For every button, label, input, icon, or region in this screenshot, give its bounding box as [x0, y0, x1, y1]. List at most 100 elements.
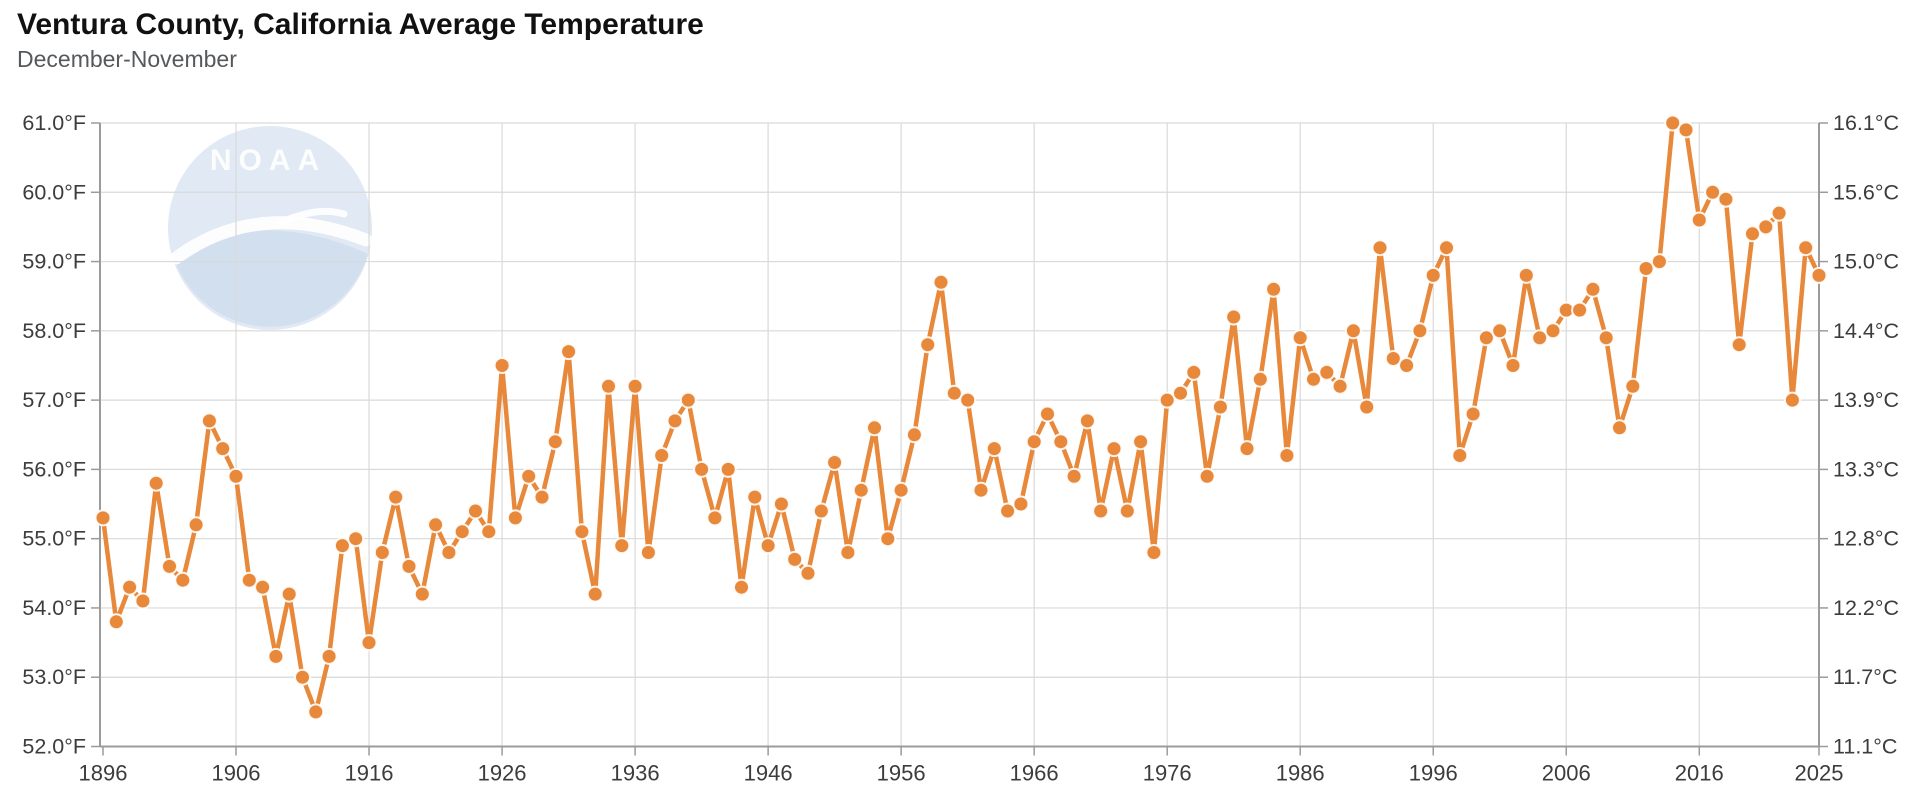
data-point-1997[interactable] [1438, 239, 1455, 257]
data-point-1954[interactable] [866, 419, 883, 437]
data-point-1969[interactable] [1065, 467, 1083, 485]
data-point-1900[interactable] [147, 474, 165, 492]
data-point-1964[interactable] [999, 502, 1017, 520]
data-point-1904[interactable] [200, 412, 218, 430]
data-point-1931[interactable] [560, 343, 578, 361]
data-point-1972[interactable] [1105, 440, 1123, 458]
data-point-1925[interactable] [480, 523, 498, 541]
data-point-1928[interactable] [520, 467, 538, 485]
data-point-1903[interactable] [187, 516, 205, 534]
data-point-1979[interactable] [1198, 467, 1216, 485]
data-point-1965[interactable] [1012, 495, 1030, 513]
data-point-1901[interactable] [161, 557, 178, 575]
data-point-2022[interactable] [1770, 204, 1788, 222]
data-point-1949[interactable] [799, 564, 817, 582]
data-point-1910[interactable] [280, 585, 298, 603]
data-point-1907[interactable] [240, 571, 258, 589]
data-point-1937[interactable] [639, 544, 657, 561]
data-point-1908[interactable] [254, 578, 272, 596]
data-point-1966[interactable] [1025, 433, 1043, 451]
data-point-1960[interactable] [945, 384, 963, 402]
data-point-1989[interactable] [1331, 377, 1349, 395]
data-point-1992[interactable] [1371, 239, 1389, 257]
data-point-2014[interactable] [1664, 114, 1682, 132]
data-point-1955[interactable] [879, 530, 897, 548]
data-point-1994[interactable] [1398, 357, 1416, 374]
data-point-1973[interactable] [1118, 502, 1136, 520]
data-point-2023[interactable] [1783, 391, 1801, 409]
data-point-1897[interactable] [107, 613, 125, 631]
data-point-1920[interactable] [413, 585, 431, 603]
data-point-1957[interactable] [905, 426, 923, 444]
data-point-1945[interactable] [746, 488, 764, 506]
data-point-1953[interactable] [852, 481, 870, 499]
data-point-1905[interactable] [214, 440, 232, 458]
data-point-1950[interactable] [812, 502, 830, 520]
data-point-2013[interactable] [1650, 253, 1668, 271]
data-point-1940[interactable] [679, 391, 697, 409]
data-point-1977[interactable] [1172, 384, 1189, 402]
data-point-1913[interactable] [320, 647, 338, 665]
data-point-1934[interactable] [600, 377, 617, 395]
data-point-1911[interactable] [294, 668, 311, 686]
data-point-1986[interactable] [1291, 329, 1309, 347]
data-point-2002[interactable] [1504, 357, 1522, 374]
data-point-1956[interactable] [892, 481, 910, 499]
data-point-1929[interactable] [533, 488, 551, 506]
data-point-1946[interactable] [759, 537, 777, 555]
data-point-1962[interactable] [972, 481, 990, 499]
data-point-2008[interactable] [1584, 280, 1602, 298]
data-point-2024[interactable] [1797, 239, 1815, 257]
data-point-1952[interactable] [839, 544, 857, 561]
data-point-1914[interactable] [333, 537, 351, 555]
data-point-2012[interactable] [1637, 260, 1655, 277]
data-point-2015[interactable] [1677, 121, 1695, 139]
data-point-1998[interactable] [1451, 447, 1469, 464]
data-point-1980[interactable] [1211, 398, 1229, 416]
data-point-1990[interactable] [1344, 322, 1362, 340]
data-point-1985[interactable] [1278, 447, 1296, 464]
data-point-2019[interactable] [1730, 336, 1748, 354]
data-point-2011[interactable] [1624, 377, 1642, 395]
data-point-1922[interactable] [440, 544, 458, 561]
data-point-1982[interactable] [1238, 440, 1256, 458]
data-point-2010[interactable] [1611, 419, 1628, 437]
data-point-2025[interactable] [1810, 266, 1828, 284]
data-point-2009[interactable] [1597, 329, 1615, 347]
data-point-1981[interactable] [1225, 308, 1243, 326]
data-point-1930[interactable] [546, 433, 564, 451]
data-point-1996[interactable] [1424, 266, 1442, 284]
data-point-2018[interactable] [1717, 190, 1735, 208]
data-point-1975[interactable] [1145, 544, 1163, 561]
data-point-1995[interactable] [1411, 322, 1429, 340]
data-point-2020[interactable] [1744, 225, 1761, 243]
data-point-1947[interactable] [772, 495, 790, 513]
data-point-1984[interactable] [1265, 280, 1283, 298]
data-point-1923[interactable] [453, 523, 471, 541]
data-point-1968[interactable] [1052, 433, 1070, 451]
data-point-1935[interactable] [613, 537, 631, 555]
data-point-1926[interactable] [493, 357, 511, 374]
data-point-1933[interactable] [586, 585, 604, 603]
data-point-1943[interactable] [719, 460, 737, 478]
data-point-2003[interactable] [1517, 266, 1535, 284]
data-point-2007[interactable] [1571, 301, 1589, 319]
data-point-2004[interactable] [1531, 329, 1549, 347]
data-point-2016[interactable] [1690, 211, 1708, 229]
data-point-1993[interactable] [1384, 350, 1402, 367]
data-point-1921[interactable] [427, 516, 445, 534]
data-point-1988[interactable] [1318, 363, 1336, 381]
data-point-1967[interactable] [1039, 405, 1056, 423]
data-point-1941[interactable] [693, 460, 711, 478]
data-point-1919[interactable] [400, 557, 418, 575]
data-point-1961[interactable] [959, 391, 977, 409]
data-point-1958[interactable] [919, 336, 937, 354]
data-point-1927[interactable] [506, 509, 524, 527]
data-point-1948[interactable] [786, 550, 804, 568]
data-point-1987[interactable] [1305, 370, 1322, 388]
data-point-1916[interactable] [360, 634, 378, 652]
data-point-2021[interactable] [1757, 218, 1775, 236]
data-point-1938[interactable] [653, 447, 671, 464]
data-point-1915[interactable] [347, 530, 365, 548]
data-point-1898[interactable] [121, 578, 139, 596]
